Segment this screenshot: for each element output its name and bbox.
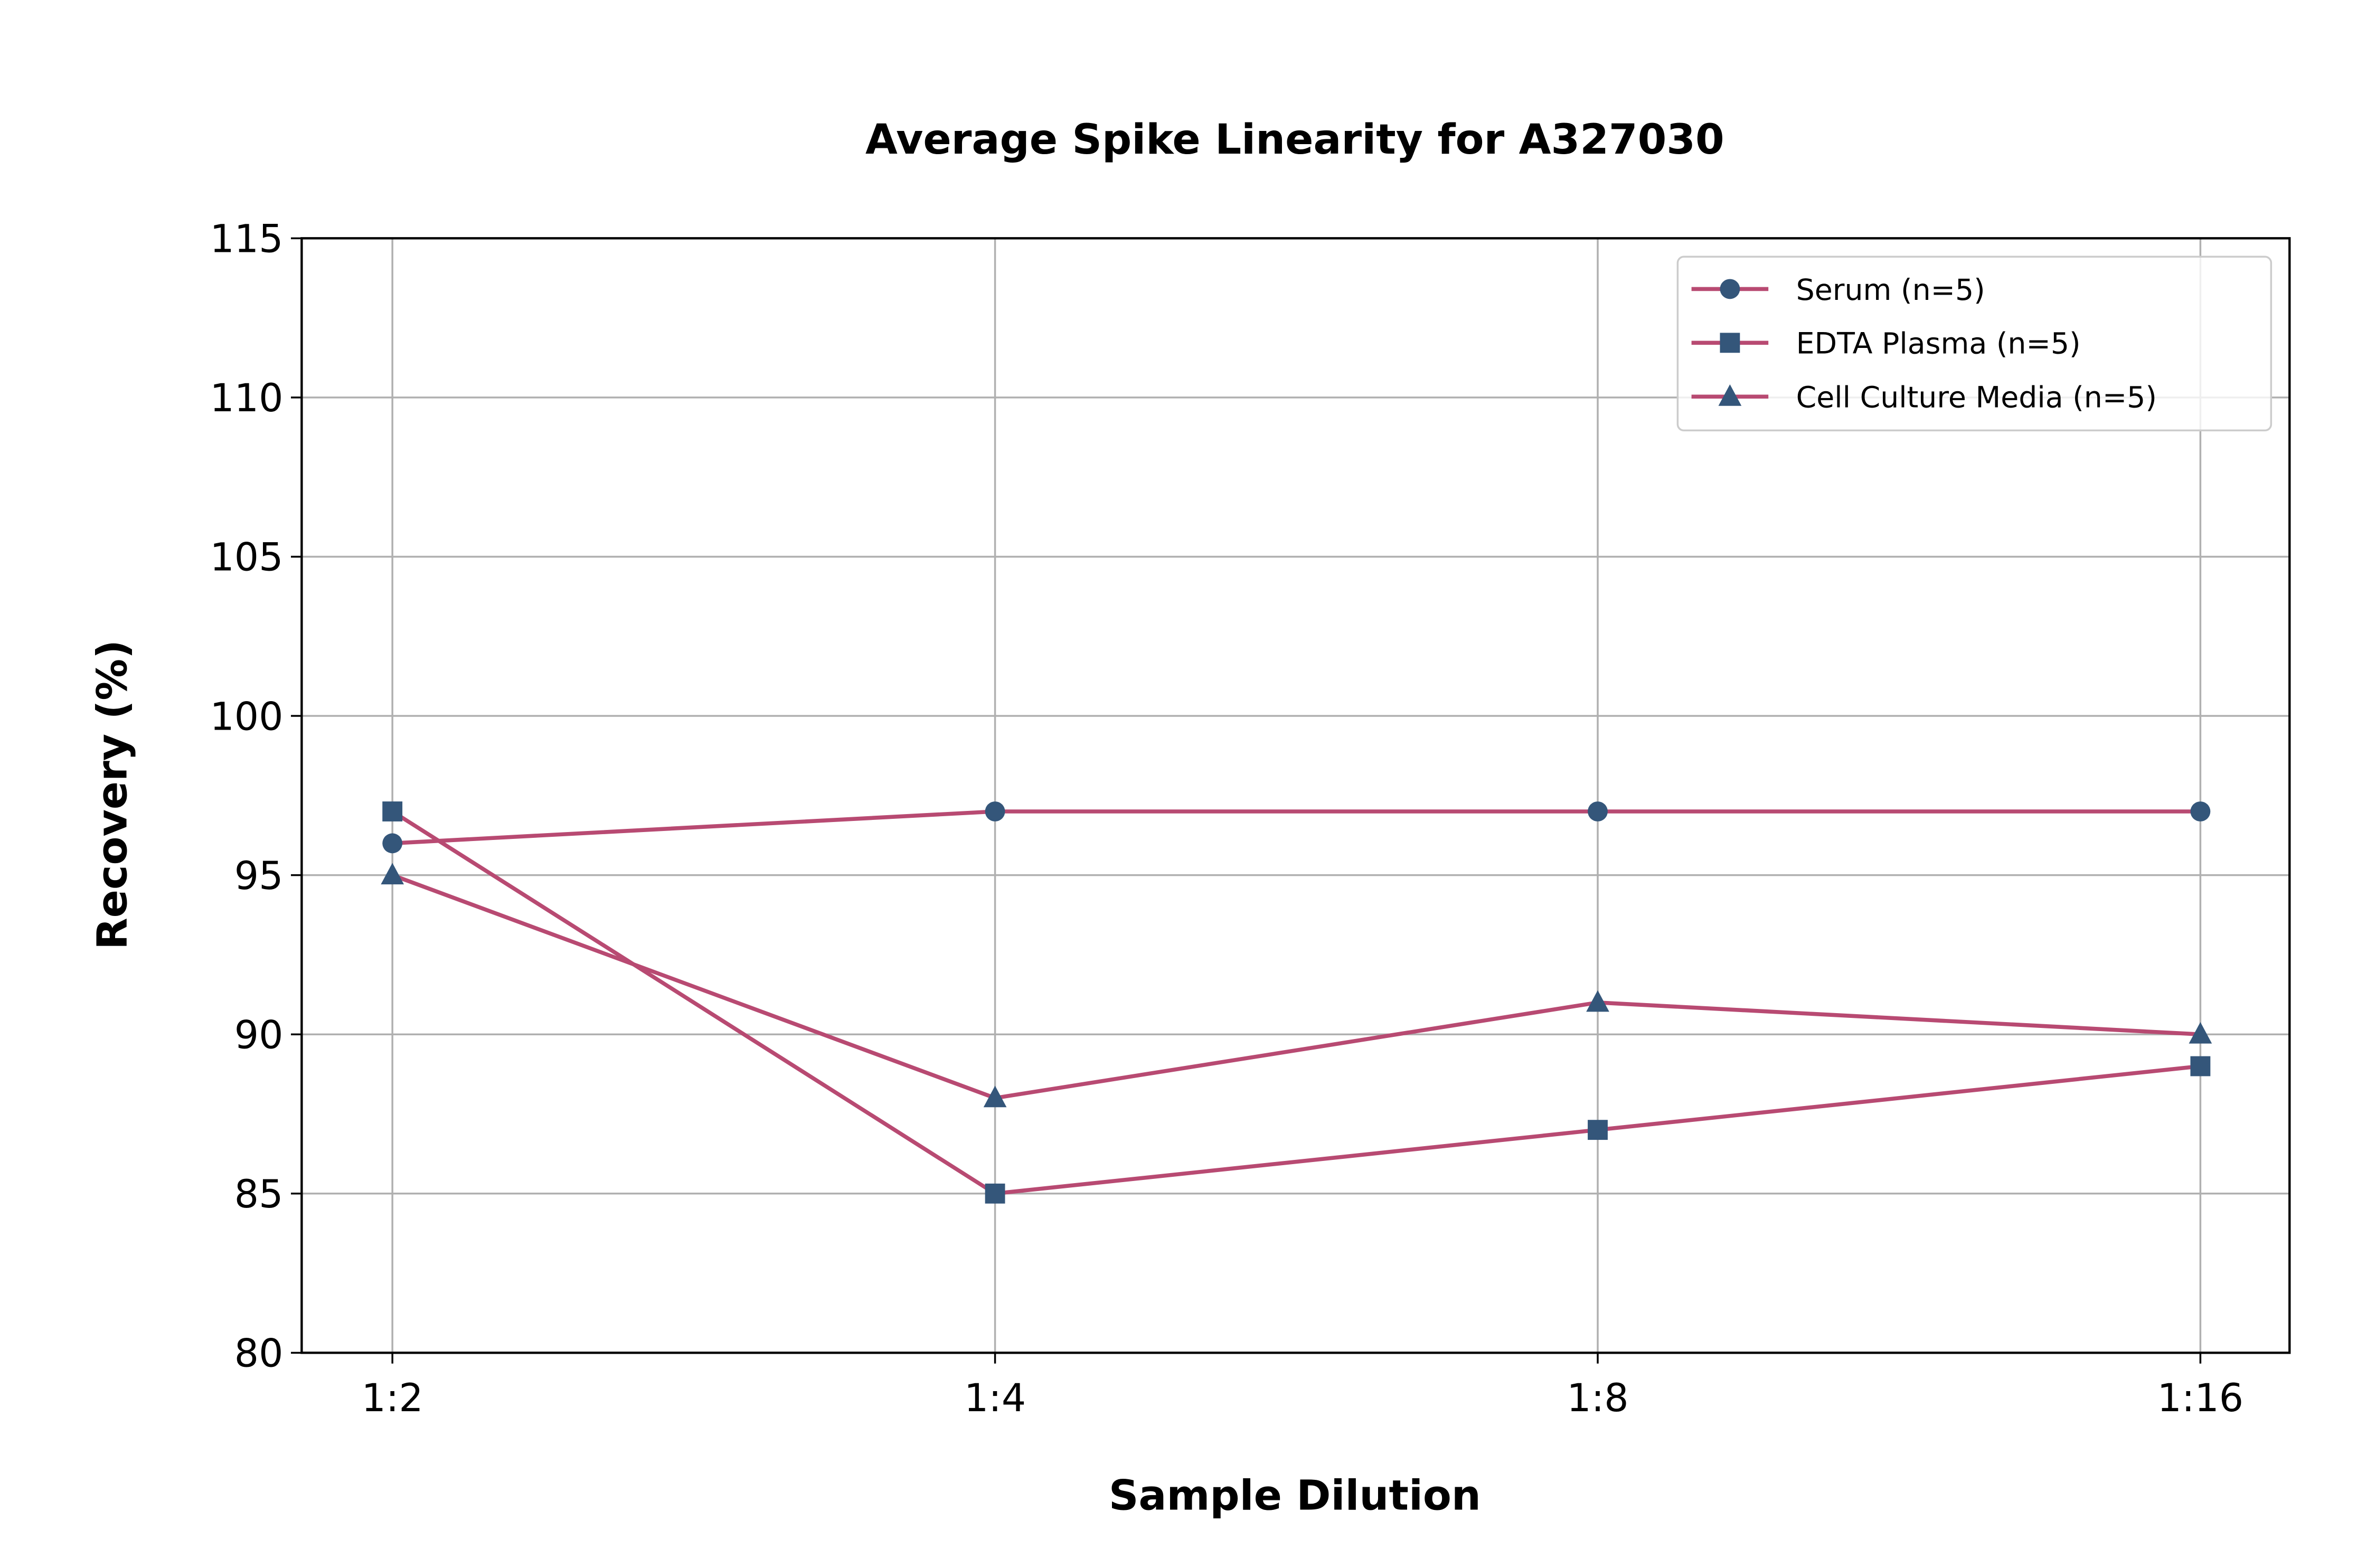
y-tick-label: 85: [234, 1172, 284, 1217]
series-line: [392, 809, 2201, 846]
series-line: [391, 809, 2201, 1196]
y-tick-label: 115: [210, 217, 284, 262]
legend-label: Cell Culture Media (n=5): [1796, 381, 2157, 415]
legend-label: Serum (n=5): [1796, 273, 1985, 307]
series-group: [381, 801, 2212, 1204]
legend-item: Cell Culture Media (n=5): [1691, 381, 2157, 415]
series-line: [391, 873, 2201, 1100]
data-point-circle: [1588, 801, 1608, 821]
chart-title: Average Spike Linearity for A327030: [865, 115, 1724, 164]
x-axis-label: Sample Dilution: [1109, 1471, 1481, 1519]
plot-frame: [300, 237, 2291, 1354]
data-point-triangle: [1586, 990, 1609, 1012]
legend: Serum (n=5) EDTA Plasma (n=5) Cell Culture…: [1676, 256, 2273, 432]
data-point-circle: [382, 833, 403, 854]
x-tick-label: 1:16: [2157, 1376, 2243, 1421]
ticks: 80 85 90 95 100 105 110 115 1:2 1:4 1:8 1:16: [210, 217, 2244, 1421]
data-point-triangle: [2189, 1022, 2212, 1044]
data-point-circle: [2190, 801, 2211, 821]
data-point-square: [985, 1183, 1005, 1204]
legend-item: EDTA Plasma (n=5): [1691, 327, 2081, 361]
y-tick-label: 95: [234, 854, 284, 899]
y-tick-label: 90: [234, 1013, 284, 1057]
y-tick-label: 105: [210, 535, 284, 580]
data-point-square: [382, 801, 403, 821]
x-tick-label: 1:8: [1567, 1376, 1628, 1421]
y-tick-label: 80: [234, 1331, 284, 1376]
series-square: [382, 801, 2211, 1204]
legend-marker-triangle-icon: [1718, 384, 1742, 406]
y-tick-label: 110: [210, 376, 284, 421]
legend-item: Serum (n=5): [1691, 273, 1985, 307]
series-triangle: [381, 863, 2212, 1108]
y-tick-label: 100: [210, 694, 284, 739]
data-point-triangle: [381, 863, 404, 885]
x-tick-label: 1:2: [362, 1376, 423, 1421]
data-point-square: [1588, 1120, 1608, 1140]
data-point-triangle: [983, 1085, 1007, 1108]
data-point-circle: [985, 801, 1005, 821]
legend-box: [1676, 256, 2273, 432]
x-tick-label: 1:4: [964, 1376, 1026, 1421]
legend-marker-circle-icon: [1720, 279, 1740, 299]
data-point-square: [2190, 1056, 2211, 1076]
legend-marker-square-icon: [1720, 333, 1740, 353]
legend-label: EDTA Plasma (n=5): [1796, 327, 2081, 361]
series-circle: [382, 801, 2211, 854]
y-axis-label: Recovery (%): [88, 640, 136, 950]
